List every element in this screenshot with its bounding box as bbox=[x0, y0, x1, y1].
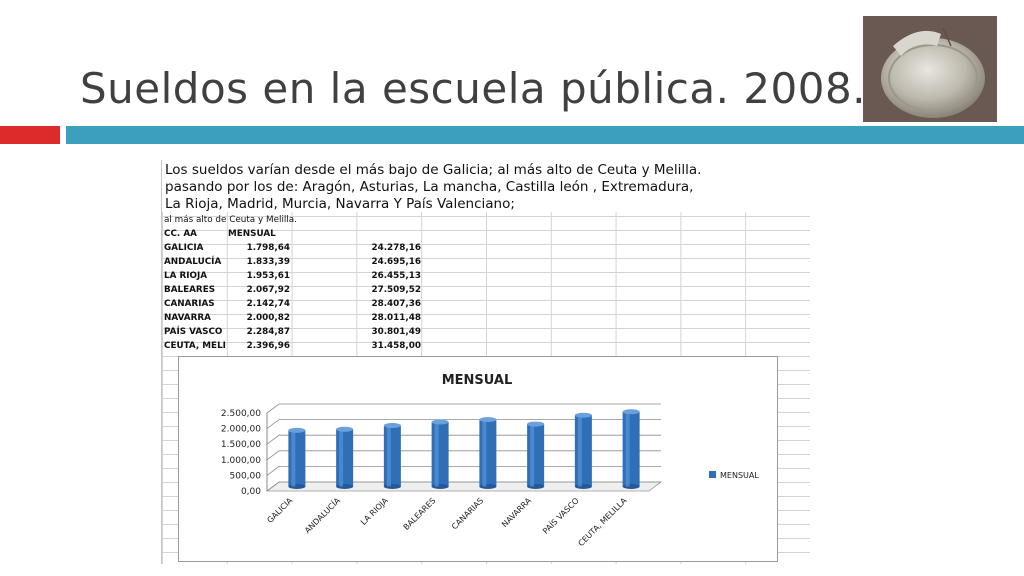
header-mensual: MENSUAL bbox=[228, 229, 276, 239]
x-tick-label: GALICIA bbox=[265, 496, 294, 525]
x-tick-label: ANDALUCÍA bbox=[302, 494, 343, 535]
bar-chart: MENSUAL 0,00 500,00 1.000,00 1.500,00 2.000,0… bbox=[221, 373, 759, 548]
x-tick-label: CEUTA, MELILLA bbox=[576, 496, 628, 548]
cell-region: GALICIA bbox=[164, 243, 204, 253]
cell-mensual: 2.067,92 bbox=[246, 285, 290, 295]
y-tick-label: 1.500,00 bbox=[221, 440, 261, 450]
bar bbox=[574, 412, 592, 489]
cell-anual: 27.509,52 bbox=[371, 285, 421, 295]
cell-anual: 28.407,36 bbox=[371, 299, 421, 309]
cell-region: PAÍS VASCO bbox=[164, 327, 223, 337]
cell-region: BALEARES bbox=[164, 285, 216, 295]
legend-label: MENSUAL bbox=[720, 471, 759, 480]
bar bbox=[622, 409, 640, 489]
coin-photo bbox=[863, 16, 997, 122]
sheet-heading-line: Los sueldos varían desde el más bajo de … bbox=[165, 162, 702, 178]
sheet-heading: Los sueldos varían desde el más bajo de … bbox=[162, 160, 810, 212]
bar bbox=[479, 417, 497, 489]
cell-mensual: 2.284,87 bbox=[246, 327, 290, 337]
sheet-heading-line: pasando por los de: Aragón, Asturias, La… bbox=[165, 179, 694, 195]
accent-bar-blue bbox=[66, 126, 1024, 144]
chart-frame[interactable]: MENSUAL 0,00 500,00 1.000,00 1.500,00 2.000,0… bbox=[178, 356, 778, 562]
gridline bbox=[266, 403, 661, 414]
cell-region: CANARIAS bbox=[164, 299, 215, 309]
cell-anual: 26.455,13 bbox=[371, 271, 421, 281]
x-tick-label: NAVARRA bbox=[500, 496, 533, 529]
bar bbox=[527, 421, 545, 489]
chart-title: MENSUAL bbox=[442, 373, 513, 388]
bar bbox=[383, 423, 401, 489]
slide-title: Sueldos en la escuela pública. 2008. bbox=[80, 64, 867, 113]
y-tick-label: 1.000,00 bbox=[221, 456, 261, 466]
gridline bbox=[266, 434, 661, 445]
y-tick-label: 500,00 bbox=[230, 471, 262, 481]
cell-region: LA RIOJA bbox=[164, 271, 208, 281]
cell-anual: 28.011,48 bbox=[371, 313, 421, 323]
cell-anual: 24.278,16 bbox=[371, 243, 421, 253]
legend-swatch bbox=[709, 471, 716, 478]
cell-mensual: 1.833,39 bbox=[246, 257, 290, 267]
x-tick-label: PAÍS VASCO bbox=[540, 495, 581, 536]
bar bbox=[431, 419, 449, 489]
cell-anual: 24.695,16 bbox=[371, 257, 421, 267]
accent-bar-red bbox=[0, 126, 60, 144]
x-tick-label: LA RIOJA bbox=[359, 496, 390, 527]
y-tick-label: 0,00 bbox=[241, 487, 261, 497]
cell-mensual: 1.953,61 bbox=[246, 271, 290, 281]
sheet-note: al más alto de Ceuta y Melilla. bbox=[164, 215, 297, 225]
cell-region: ANDALUCÍA bbox=[164, 257, 222, 267]
cell-mensual: 1.798,64 bbox=[246, 243, 290, 253]
cell-mensual: 2.142,74 bbox=[246, 299, 290, 309]
gridline bbox=[266, 419, 661, 429]
y-tick-label: 2.000,00 bbox=[221, 425, 261, 435]
cell-region: NAVARRA bbox=[164, 313, 211, 323]
x-tick-label: BALEARES bbox=[402, 496, 438, 532]
sheet-heading-line: La Rioja, Madrid, Murcia, Navarra Y País… bbox=[165, 196, 515, 212]
bar bbox=[288, 427, 306, 489]
header-region: CC. AA bbox=[164, 229, 197, 239]
y-tick-label: 2.500,00 bbox=[221, 409, 261, 419]
chart-floor bbox=[265, 481, 663, 492]
x-tick-label: CANARIAS bbox=[450, 496, 485, 531]
gridline bbox=[266, 466, 661, 476]
cell-mensual: 2.396,96 bbox=[246, 341, 290, 351]
cell-region: CEUTA, MELI bbox=[164, 341, 226, 351]
cell-mensual: 2.000,82 bbox=[246, 313, 290, 323]
bar bbox=[336, 426, 354, 489]
cell-anual: 30.801,49 bbox=[371, 327, 421, 337]
gridline bbox=[266, 450, 661, 461]
cell-anual: 31.458,00 bbox=[371, 341, 421, 351]
